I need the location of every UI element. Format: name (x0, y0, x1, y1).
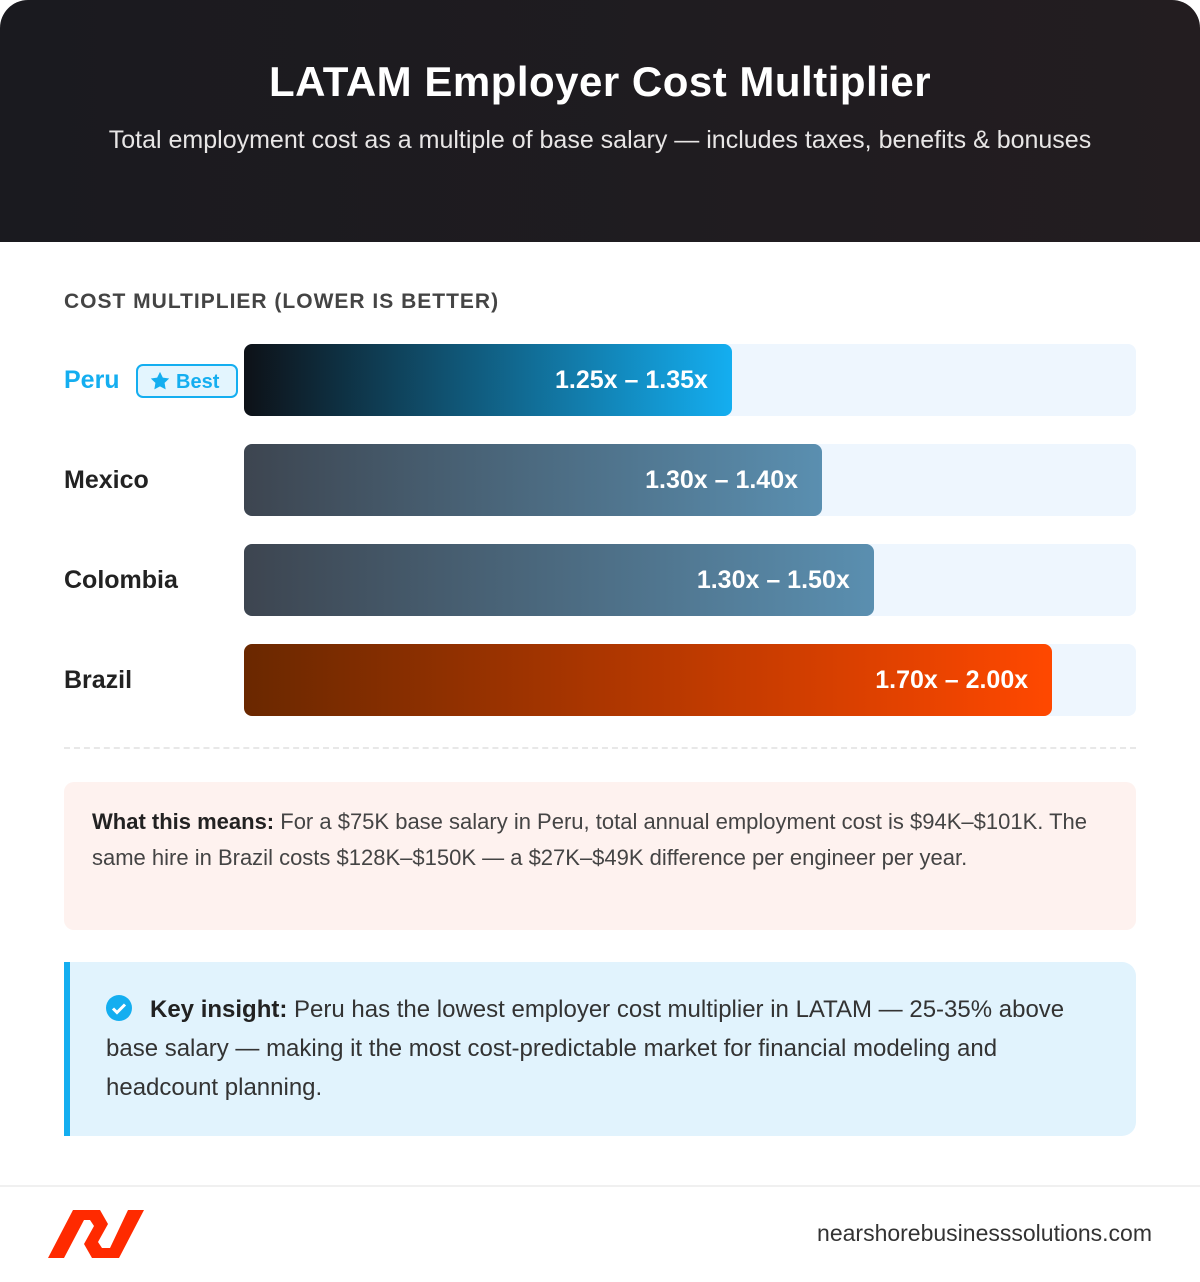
what-this-means-callout: What this means: For a $75K base salary … (64, 782, 1136, 930)
logo (48, 1210, 144, 1258)
chart-title: COST MULTIPLIER (LOWER IS BETTER) (64, 290, 500, 313)
bar-track: 1.70x – 2.00x (244, 644, 1136, 716)
country-label: Mexico (64, 466, 149, 494)
badge-label: Best (176, 371, 220, 393)
country-label: Brazil (64, 666, 133, 694)
bar-row: Colombia 1.30x – 1.50x (64, 544, 1136, 616)
footer-divider (0, 1185, 1200, 1187)
country-label: Colombia (64, 566, 178, 594)
country-label: Peru (64, 366, 120, 394)
best-badge: Best (136, 364, 238, 398)
page-title: LATAM Employer Cost Multiplier (268, 58, 932, 105)
insight-text: Peru has the lowest employer cost multip… (106, 996, 1065, 1101)
bar-row: Peru Best 1.25x – 1.35x (64, 344, 1136, 416)
bar-value-label: 1.30x – 1.40x (645, 466, 799, 494)
bar-value-label: 1.30x – 1.50x (696, 566, 850, 594)
bar-track: 1.25x – 1.35x (244, 344, 1136, 416)
means-label: What this means: (92, 809, 275, 834)
bar-row: Mexico 1.30x – 1.40x (64, 444, 1136, 516)
means-text: For a $75K base salary in Peru, total an… (92, 809, 1087, 870)
bar-colombia: 1.30x – 1.50x (244, 544, 874, 616)
bar-value-label: 1.70x – 2.00x (875, 666, 1029, 694)
bar-brazil: 1.70x – 2.00x (244, 644, 1053, 716)
website-link[interactable]: nearshorebusinesssolutions.com (817, 1220, 1152, 1246)
key-insight-callout: Key insight: Peru has the lowest employe… (64, 962, 1136, 1136)
page-subtitle: Total employment cost as a multiple of b… (108, 126, 1092, 154)
bar-row: Brazil 1.70x – 2.00x (64, 644, 1136, 716)
check-circle-icon (106, 995, 132, 1021)
header: LATAM Employer Cost Multiplier Total emp… (0, 0, 1200, 242)
bar-mexico: 1.30x – 1.40x (244, 444, 823, 516)
bar-track: 1.30x – 1.50x (244, 544, 1136, 616)
bar-peru: 1.25x – 1.35x (244, 344, 732, 416)
bar-track: 1.30x – 1.40x (244, 444, 1136, 516)
bar-value-label: 1.25x – 1.35x (555, 366, 708, 394)
divider (64, 747, 1136, 749)
star-icon (150, 371, 170, 390)
insight-label: Key insight: (150, 996, 288, 1023)
